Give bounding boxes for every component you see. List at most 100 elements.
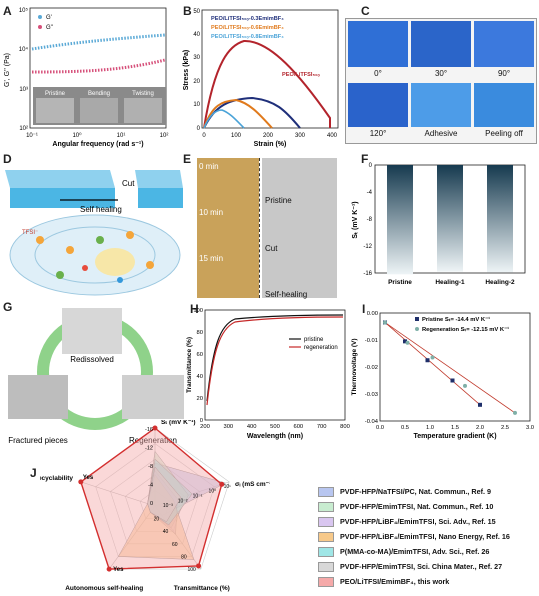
chart-i-xlabel: Temperature gradient (K) bbox=[413, 433, 496, 440]
legend-label: PVDF-HFP/LiBF₄/EmimTFSI, Nano Energy, Re… bbox=[340, 532, 510, 541]
chart-b-ytick: 20 bbox=[193, 79, 200, 85]
panel-label-d: D bbox=[3, 152, 12, 166]
chart-i-ytick: 0.00 bbox=[367, 311, 378, 317]
photo-regeneration bbox=[122, 375, 184, 419]
radar-tick: 60 bbox=[172, 542, 178, 548]
point-pristine bbox=[403, 339, 407, 344]
radar-yes: Yes bbox=[83, 475, 94, 481]
panel-label-b: B bbox=[183, 4, 192, 18]
radar-axis-label: σᵢ (mS cm⁻¹) bbox=[235, 481, 270, 488]
chart-h-xtick: 600 bbox=[293, 424, 303, 430]
series-g-double-prime bbox=[31, 58, 166, 74]
chart-i-ytick: -0.01 bbox=[365, 338, 378, 344]
photo-label: Peeling off bbox=[485, 129, 523, 138]
panel-label-g: G bbox=[3, 300, 13, 314]
label-regeneration: Regeneration bbox=[129, 436, 177, 445]
radar-tick: 10⁻² bbox=[178, 498, 188, 504]
radar-tick: -16 bbox=[145, 427, 153, 433]
chart-a-xtick: 10² bbox=[160, 133, 169, 139]
radar-tick: -12 bbox=[145, 446, 153, 452]
chart-h-ylabel: Transmittance (%) bbox=[186, 337, 193, 393]
state-label: Cut bbox=[265, 244, 278, 253]
series-b-base bbox=[203, 39, 331, 129]
chart-f-ytick: -12 bbox=[363, 244, 372, 250]
legend-swatch bbox=[318, 531, 334, 542]
chart-a-legend: G'' bbox=[46, 25, 53, 31]
label-cut: Cut bbox=[122, 179, 135, 188]
chart-h-ytick: 20 bbox=[197, 396, 203, 402]
legend-row: PVDF-HFP/EmimTFSI, Nat. Commun., Ref. 10 bbox=[318, 499, 538, 514]
chart-b-xtick: 400 bbox=[327, 133, 338, 139]
legend-label: PVDF-HFP/NaTFSI/PC, Nat. Commun., Ref. 9 bbox=[340, 487, 491, 496]
chart-i-legend: Pristine Sₜ= -14.4 mV K⁻¹ bbox=[422, 316, 490, 323]
chart-b-ylabel: Stress (kPa) bbox=[183, 50, 190, 90]
state-label: Pristine bbox=[265, 196, 292, 205]
legend-row: PEO/LiTFSI/EmimBF₄, this work bbox=[318, 574, 538, 589]
legend-swatch bbox=[318, 546, 334, 557]
photo-twisting bbox=[124, 98, 162, 123]
panel-label-c: C bbox=[361, 4, 370, 18]
photo-redissolved bbox=[62, 308, 122, 354]
chart-b-legend: PEO/LiTFSI₅₀ₒ-0.8EmimBF₄ bbox=[211, 34, 284, 40]
chart-a-frame bbox=[29, 7, 167, 129]
chart-a-xtick: 10⁰ bbox=[72, 132, 82, 139]
chart-f-ylabel: Sₜ (mV K⁻¹) bbox=[352, 201, 359, 238]
network-core bbox=[95, 248, 135, 276]
series-b-06 bbox=[203, 98, 273, 129]
point-regeneration bbox=[430, 355, 435, 360]
radar-tick: 0 bbox=[150, 501, 153, 507]
chart-h-xtick: 400 bbox=[247, 424, 257, 430]
photo-label: Twisting bbox=[132, 91, 154, 97]
chart-b-xtick: 0 bbox=[202, 133, 206, 139]
bar-pristine bbox=[387, 165, 413, 275]
time-label: 10 min bbox=[199, 208, 224, 217]
radar-axis-label: Autonomous self-healing bbox=[65, 585, 143, 592]
chart-b-ytick: 50 bbox=[193, 9, 200, 15]
chart-i-ytick: -0.03 bbox=[365, 392, 378, 398]
chart-b-ytick: 0 bbox=[197, 126, 201, 132]
point-pristine bbox=[478, 402, 482, 407]
chart-b-xlabel: Strain (%) bbox=[254, 141, 287, 148]
chart-i-ylabel: Thermovoltage (V) bbox=[351, 338, 358, 395]
radar-axis-label: Recyclability bbox=[40, 475, 73, 482]
gel-block-left bbox=[5, 170, 115, 188]
series-b-03 bbox=[203, 96, 301, 129]
chart-h-legend: regeneration bbox=[304, 345, 338, 351]
radar-axis-label: Sₜ (mV K⁻¹) bbox=[161, 420, 196, 426]
chart-b-ytick: 40 bbox=[193, 32, 200, 38]
chart-f-xtick: Healing-1 bbox=[435, 279, 465, 286]
panel-label-e: E bbox=[183, 152, 192, 166]
panel-label-i: I bbox=[362, 302, 366, 316]
point-regeneration bbox=[383, 320, 387, 325]
panel-label-a: A bbox=[3, 4, 12, 18]
chart-a-ytick: 10⁵ bbox=[19, 7, 29, 14]
radar-tick: 10⁰ bbox=[209, 489, 217, 495]
point-pristine bbox=[450, 378, 455, 383]
legend-swatch bbox=[318, 576, 334, 587]
chart-h-xtick: 800 bbox=[340, 424, 350, 430]
chart-a-ylabel: G', G'' (Pa) bbox=[4, 53, 11, 87]
legend-row: PVDF-HFP/LiBF₄/EmimTFSI, Sci. Adv., Ref.… bbox=[318, 514, 538, 529]
radar-axis bbox=[80, 481, 156, 507]
diagram-d: Cut Self healing TFSI⁻ bbox=[5, 170, 183, 296]
photo-grid-c: 0° 30° 90° 120° Adhesive Peeling off bbox=[345, 18, 537, 144]
chart-a-legend: G' bbox=[46, 15, 52, 21]
radar-series bbox=[79, 427, 223, 570]
point-regeneration bbox=[405, 340, 410, 345]
photo-label: 0° bbox=[374, 69, 382, 78]
fit-regeneration bbox=[384, 322, 516, 414]
chart-h-legend: pristine bbox=[304, 337, 324, 343]
photo-label: 90° bbox=[497, 69, 511, 78]
series-b-08 bbox=[203, 109, 245, 129]
chart-i-xtick: 2.0 bbox=[476, 425, 484, 431]
radar-point bbox=[196, 563, 202, 569]
chart-i: Thermovoltage (V) Temperature gradient (… bbox=[351, 311, 534, 440]
chart-h-xtick: 500 bbox=[270, 424, 280, 430]
chart-i-xtick: 0.5 bbox=[401, 425, 409, 431]
chart-h-ytick: 80 bbox=[197, 330, 203, 336]
panel-label-f: F bbox=[361, 152, 369, 166]
chart-f-xtick: Pristine bbox=[388, 279, 412, 286]
photo-adhesive bbox=[411, 83, 471, 127]
radar-tick: 80 bbox=[181, 554, 187, 560]
chart-i-ytick: -0.04 bbox=[365, 419, 379, 425]
